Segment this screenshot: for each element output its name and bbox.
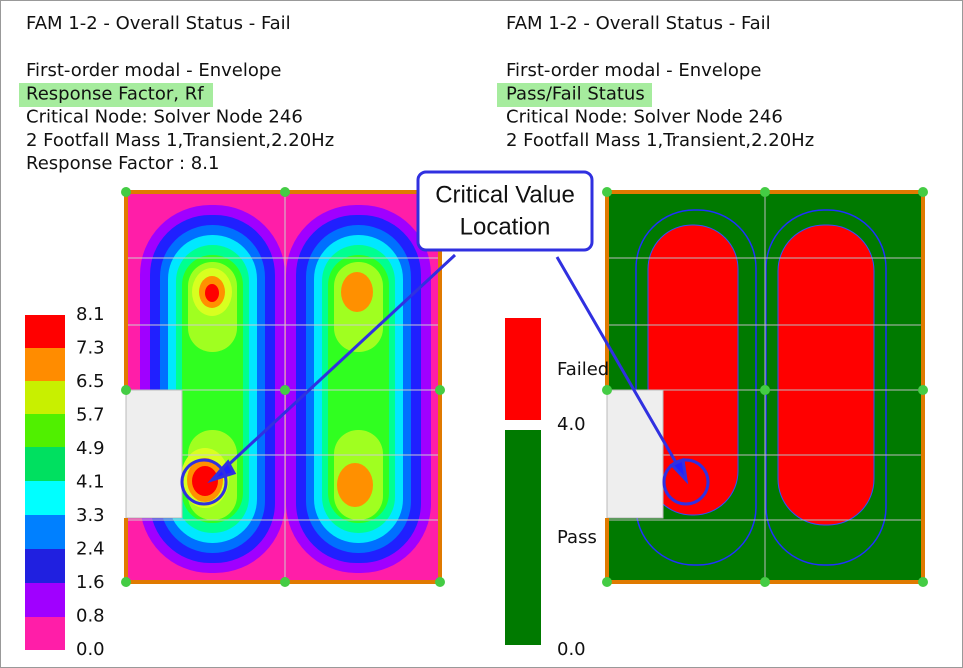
legend-label: 5.7: [76, 405, 105, 426]
legend-label: 7.3: [76, 338, 105, 359]
panel-line: Critical Node: Solver Node 246: [26, 107, 303, 128]
legend-label: 4.0: [557, 414, 586, 435]
legend-label: Failed: [557, 359, 609, 380]
callout: Critical Value Location: [180, 170, 710, 506]
panel-line: First-order modal - Envelope: [26, 60, 281, 81]
legend-label: 4.9: [76, 438, 105, 459]
legend-label: 3.3: [76, 505, 105, 526]
panel-line: Response Factor, Rf: [26, 83, 204, 104]
legend-label: 2.4: [76, 539, 105, 560]
panel-title: FAM 1-2 - Overall Status - Fail: [506, 13, 771, 34]
panel-line: 2 Footfall Mass 1,Transient,2.20Hz: [506, 130, 814, 151]
panel-line: Critical Node: Solver Node 246: [506, 107, 783, 128]
legend-label: 0.0: [557, 639, 586, 660]
legend-label: 8.1: [76, 304, 105, 325]
callout-text: Location: [460, 213, 551, 240]
highlight: [497, 83, 652, 107]
legend-label: 6.5: [76, 371, 105, 392]
panel-title: FAM 1-2 - Overall Status - Fail: [26, 13, 291, 34]
legend-label: 1.6: [76, 572, 105, 593]
panel-line: 2 Footfall Mass 1,Transient,2.20Hz: [26, 130, 334, 151]
panel-line: Response Factor : 8.1: [26, 153, 219, 174]
legend-failed: [505, 318, 541, 420]
legend-label: Pass: [557, 527, 597, 548]
status-plot: [602, 187, 928, 587]
legend-label: 0.8: [76, 606, 105, 627]
callout-text: Critical Value: [435, 181, 575, 208]
legend-label: 0.0: [76, 639, 105, 660]
panel-line: Pass/Fail Status: [506, 83, 645, 104]
highlight: [19, 83, 213, 107]
legend-pass: [505, 430, 541, 645]
panel-line: First-order modal - Envelope: [506, 60, 761, 81]
legend-scale: [25, 315, 65, 650]
contour-plot: [121, 187, 445, 587]
legend-label: 4.1: [76, 472, 105, 493]
